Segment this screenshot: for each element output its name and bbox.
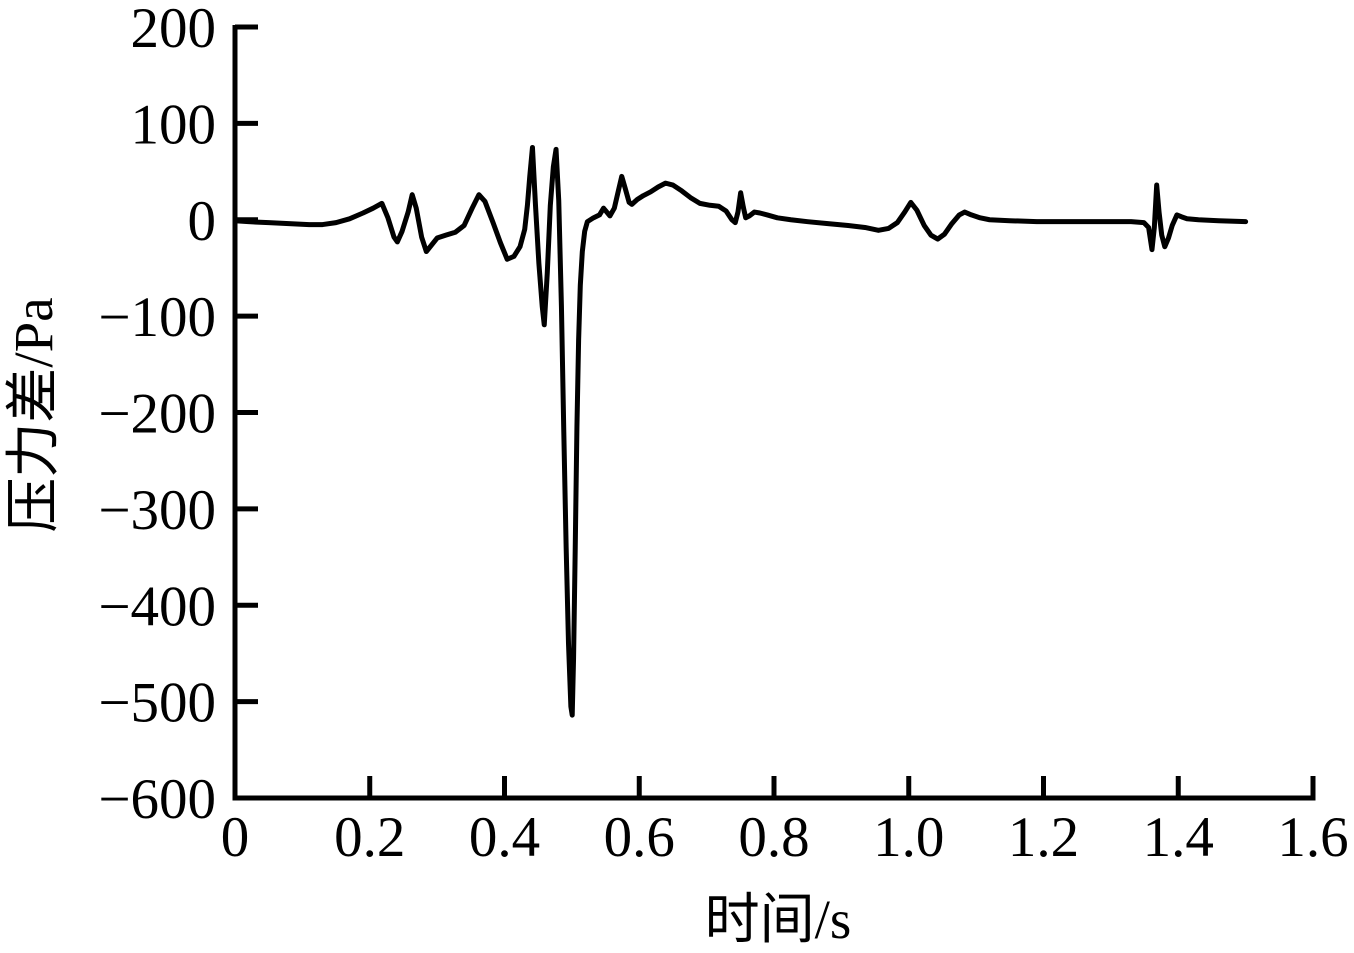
y-tick-label: −400: [98, 575, 216, 638]
data-series: [232, 144, 1249, 718]
y-tick-label: −500: [98, 672, 216, 735]
y-tick-label: −300: [98, 479, 216, 542]
tick-marks: [232, 24, 1316, 801]
x-tick-label: 0.4: [469, 806, 540, 869]
x-tick-label: 1.6: [1277, 806, 1348, 869]
x-tick-label: 0: [221, 806, 250, 869]
x-tick-label: 0.6: [604, 806, 675, 869]
y-tick-label: 200: [131, 0, 217, 60]
y-tick-label: 100: [131, 93, 217, 156]
y-axis-title: 压力差/Pa: [3, 297, 64, 532]
y-tick-label: 0: [188, 190, 217, 253]
x-tick-label: 0.8: [738, 806, 809, 869]
y-tick-label: −200: [98, 383, 216, 446]
x-tick-label: 1.4: [1143, 806, 1214, 869]
x-axis-title: 时间/s: [705, 889, 852, 950]
x-tick-label: 0.2: [334, 806, 405, 869]
axes: [232, 25, 1316, 801]
x-tick-labels: 0 0.2 0.4 0.6 0.8 1.0 1.2 1.4 1.6: [221, 806, 1349, 869]
axis-spines: [232, 25, 1316, 801]
x-tick-label: 1.2: [1008, 806, 1079, 869]
series-line-pressure-difference: [232, 144, 1249, 718]
y-tick-label: −600: [98, 768, 216, 831]
x-tick-label: 1.0: [873, 806, 944, 869]
y-tick-label: −100: [98, 286, 216, 349]
y-tick-labels: 200 100 0 −100 −200 −300 −400 −500 −600: [98, 0, 216, 831]
